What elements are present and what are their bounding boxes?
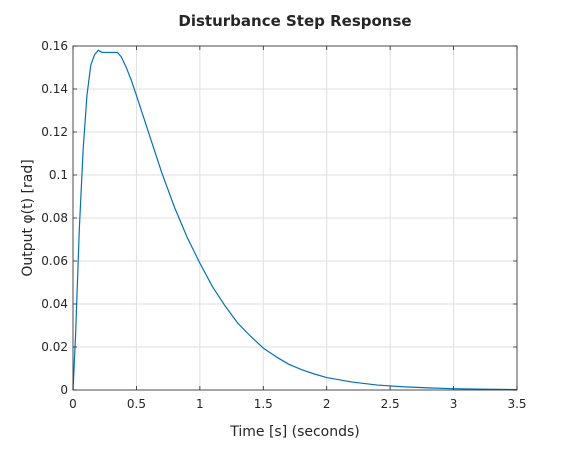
y-tick-label: 0 bbox=[60, 383, 68, 397]
y-tick-label: 0.12 bbox=[41, 125, 68, 139]
y-tick-label: 0.1 bbox=[49, 168, 68, 182]
chart-title: Disturbance Step Response bbox=[178, 12, 411, 30]
x-tick-label: 1 bbox=[196, 397, 204, 411]
x-tick-label: 2 bbox=[323, 397, 331, 411]
response-line bbox=[72, 49, 518, 391]
y-tick-label: 0.02 bbox=[41, 340, 68, 354]
y-tick-label: 0.04 bbox=[41, 297, 68, 311]
x-tick-label: 2.5 bbox=[381, 397, 400, 411]
x-tick-label: 3.5 bbox=[507, 397, 526, 411]
y-tick-label: 0.08 bbox=[41, 211, 68, 225]
tick-layer: 0 0.5 1 1.5 2 2.5 3 3.5 0 0.02 0.04 0.06 0.08 0.1 0.12… bbox=[41, 39, 526, 411]
series-layer bbox=[72, 49, 518, 391]
y-axis-label: Output φ(t) [rad] bbox=[20, 159, 36, 276]
x-axis-label: Time [s] (seconds) bbox=[229, 424, 360, 440]
y-tick-label: 0.06 bbox=[41, 254, 68, 268]
y-tick-label: 0.16 bbox=[41, 39, 68, 53]
x-tick-label: 1.5 bbox=[254, 397, 273, 411]
y-tick-label: 0.14 bbox=[41, 82, 68, 96]
x-tick-label: 0.5 bbox=[127, 397, 146, 411]
x-tick-label: 0 bbox=[69, 397, 77, 411]
x-tick-label: 3 bbox=[450, 397, 458, 411]
